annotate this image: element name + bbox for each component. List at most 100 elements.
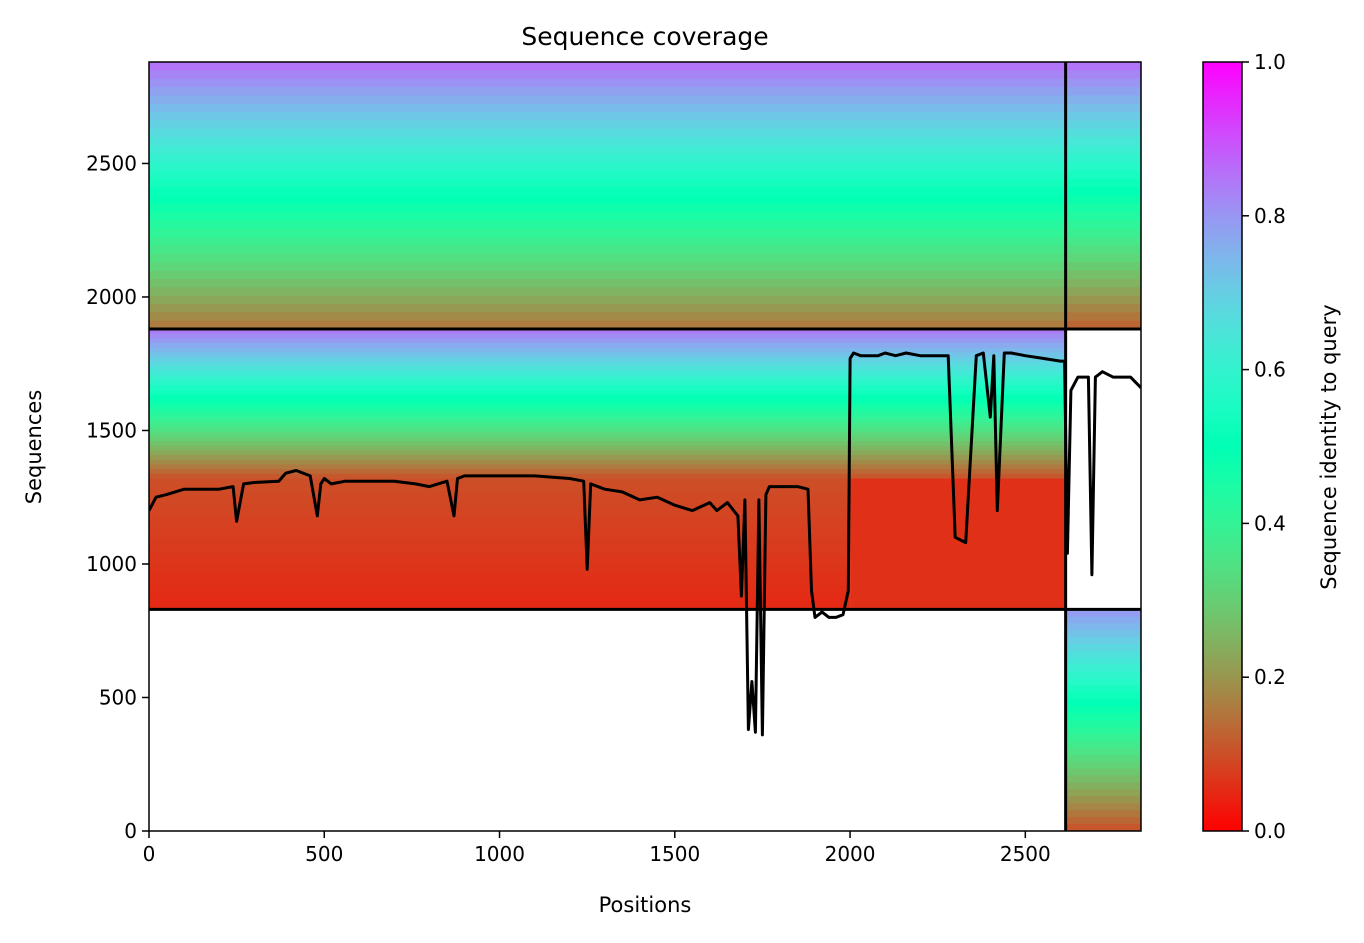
heatmap-band — [149, 245, 1066, 255]
heatmap-band — [149, 498, 851, 504]
heatmap-band — [1065, 706, 1141, 714]
heatmap-band — [1065, 754, 1141, 763]
heatmap-band — [149, 352, 1066, 358]
heatmap-band — [149, 427, 1066, 433]
heatmap-band — [149, 380, 1066, 386]
heatmap-band — [149, 385, 1066, 391]
heatmap-band — [1065, 270, 1141, 280]
x-tick-label: 1500 — [649, 842, 700, 866]
heatmap-band — [149, 469, 1066, 475]
heatmap-block — [149, 62, 1066, 330]
heatmap-band — [149, 564, 851, 570]
heatmap-band — [149, 262, 1066, 272]
heatmap-band — [1065, 720, 1141, 728]
heatmap-band — [1065, 145, 1141, 155]
heatmap-band — [149, 375, 1066, 382]
heatmap-band — [1065, 699, 1141, 707]
heatmap-band — [1065, 120, 1141, 130]
heatmap-band — [149, 394, 1066, 400]
heatmap-band — [1065, 103, 1141, 113]
heatmap-band — [149, 371, 1066, 377]
colorbar-tick-label: 0.2 — [1254, 665, 1286, 689]
heatmap-band — [1065, 162, 1141, 172]
heatmap-band — [1065, 664, 1141, 673]
heatmap-band — [850, 597, 1066, 602]
heatmap-band — [149, 413, 1066, 419]
heatmap-band — [149, 303, 1066, 313]
heatmap-band — [149, 486, 851, 492]
plot-frame — [148, 61, 1142, 832]
heatmap-band — [149, 507, 851, 512]
heatmap-band — [1065, 62, 1141, 71]
heatmap-band — [850, 593, 1066, 598]
heatmap-band — [149, 145, 1066, 155]
heatmap-band — [850, 556, 1066, 561]
heatmap-band — [1065, 87, 1141, 96]
heatmap-band — [1065, 671, 1141, 680]
heatmap-band — [149, 580, 851, 586]
heatmap-band — [149, 543, 851, 549]
heatmap-band — [149, 137, 1066, 147]
heatmap-band — [1065, 650, 1141, 659]
heatmap-band — [1065, 692, 1141, 701]
heatmap-band — [149, 459, 1066, 466]
heatmap-band — [850, 498, 1066, 504]
heatmap-band — [850, 527, 1066, 533]
colorbar-label: Sequence identity to query — [1317, 304, 1341, 589]
x-tick-label: 2000 — [825, 842, 876, 866]
heatmap-band — [850, 519, 1066, 525]
heatmap-band — [850, 588, 1066, 594]
heatmap-band — [149, 237, 1066, 247]
y-tick-label: 2000 — [86, 285, 137, 309]
heatmap-band — [149, 253, 1066, 263]
heatmap-band — [1065, 761, 1141, 770]
heatmap-band — [149, 295, 1066, 305]
heatmap-band — [1065, 616, 1141, 624]
heatmap-band — [1065, 727, 1141, 735]
heatmap-band — [149, 494, 851, 500]
heatmap-band — [149, 535, 851, 541]
heatmap-block — [1065, 609, 1141, 831]
heatmap-band — [149, 552, 851, 557]
heatmap-band — [149, 220, 1066, 230]
heatmap-band — [850, 584, 1066, 590]
heatmap-band — [1065, 782, 1141, 791]
heatmap-band — [149, 357, 1066, 363]
heatmap-band — [149, 515, 851, 521]
heatmap-band — [149, 366, 1066, 372]
heatmap-band — [1065, 678, 1141, 687]
heatmap-band — [149, 601, 851, 606]
heatmap-band — [149, 441, 1066, 447]
heatmap-band — [149, 347, 1066, 353]
heatmap-band — [1065, 253, 1141, 263]
colorbar: 0.0 0.2 0.4 0.6 0.8 1.0 Sequence identity to … — [1202, 50, 1341, 843]
heatmap-band — [850, 568, 1066, 574]
heatmap-band — [149, 572, 851, 578]
heatmap-band — [850, 564, 1066, 570]
heatmap-band — [850, 548, 1066, 553]
colorbar-tick-label: 0.6 — [1254, 358, 1286, 382]
heatmap-band — [149, 203, 1066, 213]
heatmap-band — [1065, 278, 1141, 288]
heatmap-band — [850, 601, 1066, 606]
heatmap-band — [149, 187, 1066, 197]
heatmap-band — [149, 473, 1066, 480]
heatmap-band — [149, 153, 1066, 163]
heatmap-band — [1065, 768, 1141, 777]
heatmap-block — [149, 478, 851, 610]
heatmap-band — [149, 482, 851, 488]
heatmap-band — [149, 408, 1066, 414]
heatmap-band — [850, 494, 1066, 500]
heatmap-band — [1065, 95, 1141, 105]
heatmap-band — [149, 329, 1066, 335]
x-tick-label: 0 — [143, 842, 156, 866]
heatmap-band — [149, 455, 1066, 461]
heatmap-band — [149, 62, 1066, 71]
heatmap-band — [149, 464, 1066, 470]
heatmap-band — [850, 531, 1066, 537]
chart-title: Sequence coverage — [521, 22, 768, 51]
heatmap-band — [149, 128, 1066, 138]
heatmap-band — [1065, 623, 1141, 631]
heatmap-band — [1065, 609, 1141, 617]
